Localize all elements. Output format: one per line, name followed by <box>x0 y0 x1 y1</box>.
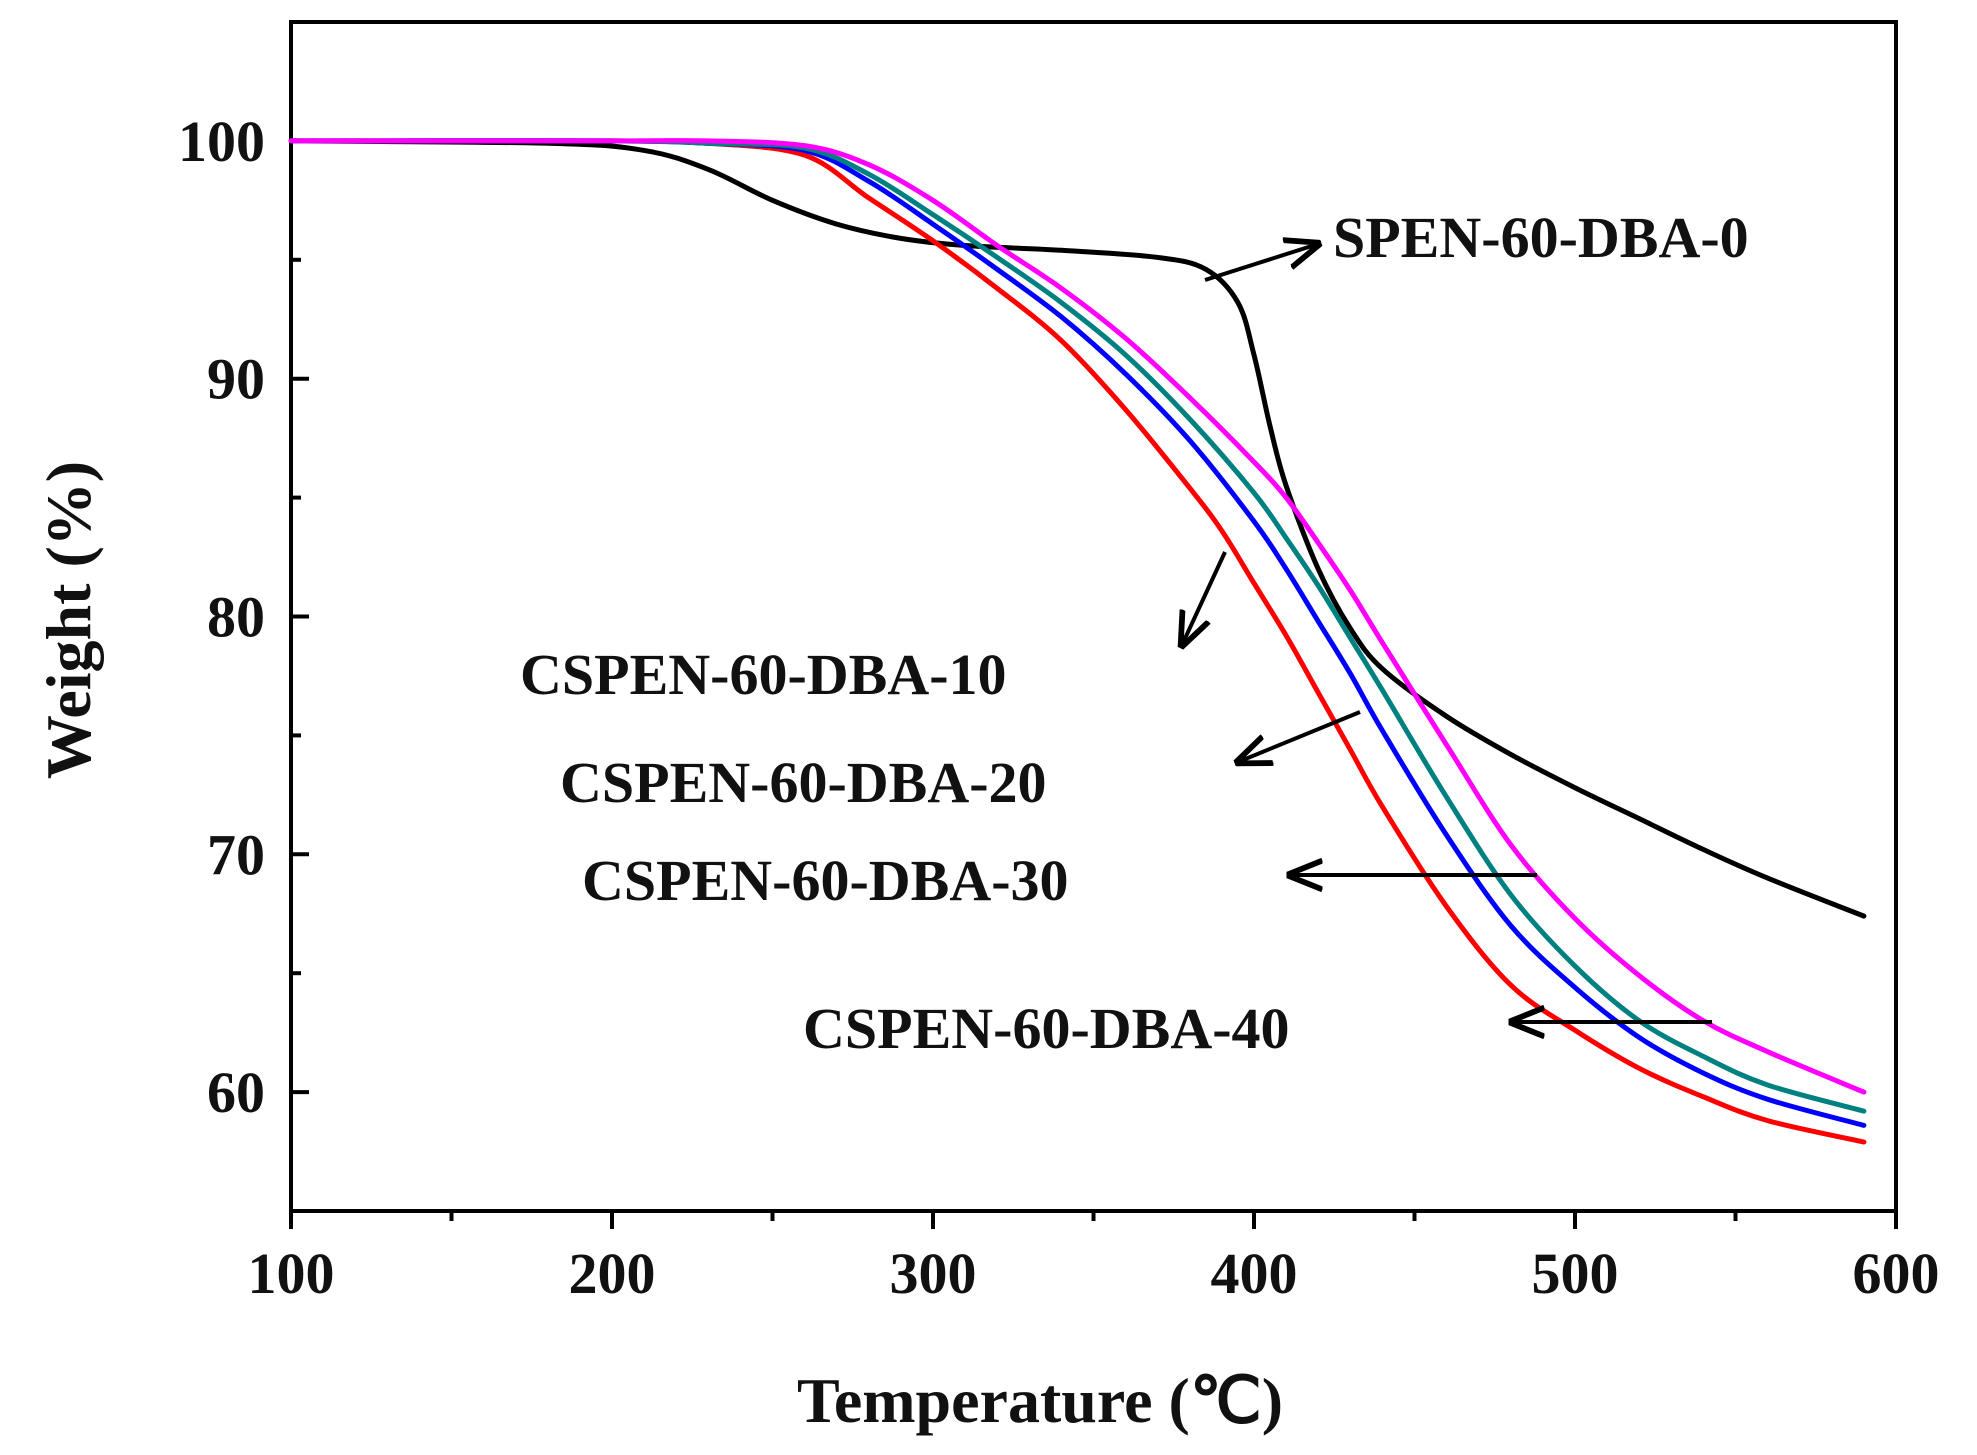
annotation-arrow-cspen-60-dba-10 <box>1182 551 1227 645</box>
x-tick-label: 100 <box>248 1241 335 1306</box>
annotation-label-cspen-60-dba-40: CSPEN-60-DBA-40 <box>803 996 1290 1061</box>
y-tick-label: 60 <box>207 1060 265 1125</box>
series-layer <box>288 138 1867 1145</box>
y-tick-label: 90 <box>207 347 265 412</box>
x-axis-title: Temperature (℃) <box>797 1365 1283 1436</box>
x-tick-label: 300 <box>890 1241 977 1306</box>
annotation-arrow-spen-60-dba-0 <box>1204 244 1318 282</box>
x-tick-label: 600 <box>1853 1241 1940 1306</box>
series-line-spen-60-dba-0 <box>288 138 1867 919</box>
y-tick-label: 70 <box>207 822 265 887</box>
y-tick-label: 80 <box>207 585 265 650</box>
annotation-label-cspen-60-dba-20: CSPEN-60-DBA-20 <box>560 750 1047 815</box>
series-line-cspen-60-dba-10 <box>288 138 1867 1145</box>
x-tick-label: 500 <box>1532 1241 1619 1306</box>
annotation-label-cspen-60-dba-30: CSPEN-60-DBA-30 <box>582 848 1069 913</box>
axes-layer: 100 200 300 400 500 600 60 70 80 90 100 <box>178 20 1940 1306</box>
annotation-layer: SPEN-60-DBA-0 CSPEN-60-DBA-10 CSPEN-60-DBA… <box>520 205 1749 1061</box>
x-tick-label: 400 <box>1211 1241 1298 1306</box>
annotation-label-cspen-60-dba-10: CSPEN-60-DBA-10 <box>520 642 1007 707</box>
annotation-arrow-cspen-60-dba-20 <box>1238 710 1361 762</box>
series-line-cspen-60-dba-40 <box>288 138 1867 1095</box>
annotation-label-spen-60-dba-0: SPEN-60-DBA-0 <box>1333 205 1749 270</box>
y-axis-title: Weight (%) <box>33 461 104 779</box>
y-tick-label: 100 <box>178 109 265 174</box>
x-tick-label: 200 <box>569 1241 656 1306</box>
